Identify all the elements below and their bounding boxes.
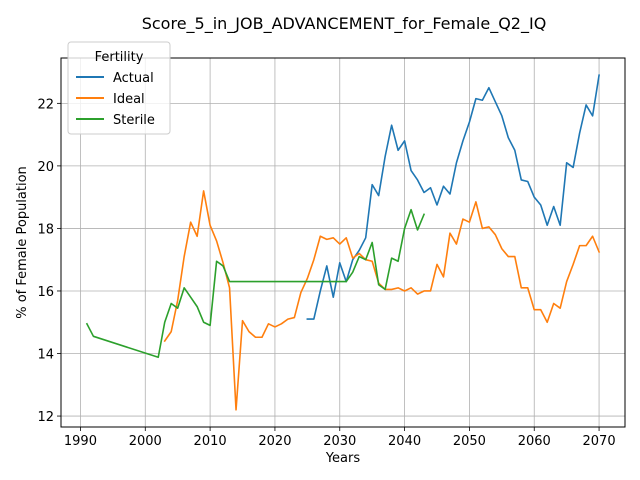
y-axis-label: % of Female Population [15,166,30,319]
y-tick-label: 18 [37,222,54,237]
y-tick-label: 16 [37,285,54,300]
series-layer [85,74,601,411]
x-tick-label: 2040 [388,434,421,449]
legend-label-sterile: Sterile [113,113,155,128]
x-tick-label: 2000 [129,434,162,449]
x-tick-label: 2030 [323,434,356,449]
chart-title: Score_5_in_JOB_ADVANCEMENT_for_Female_Q2… [142,14,547,34]
legend-frame [67,41,171,135]
x-tick-label: 2060 [518,434,551,449]
x-axis-label: Years [325,451,361,466]
legend-title: Fertility [95,50,144,65]
y-tick-label: 12 [37,410,54,425]
y-tick-label: 14 [37,348,54,363]
legend-label-ideal: Ideal [113,92,145,107]
x-tick-label: 2010 [194,434,227,449]
legend-label-actual: Actual [113,71,154,86]
series-line-sterile [85,208,426,359]
grid-layer [61,58,625,427]
y-tick-label: 22 [37,97,54,112]
x-tick-label: 2020 [258,434,291,449]
x-tick-label: 2070 [583,434,616,449]
plot-frame [60,57,626,428]
x-tick-label: 2050 [453,434,486,449]
tick-layer: 1990 2000 2010 2020 2030 2040 2050 2060 2070 12 14… [37,97,615,449]
y-tick-label: 20 [37,160,54,175]
x-tick-label: 1990 [64,434,97,449]
legend: Fertility Actual Ideal Sterile [67,41,171,135]
